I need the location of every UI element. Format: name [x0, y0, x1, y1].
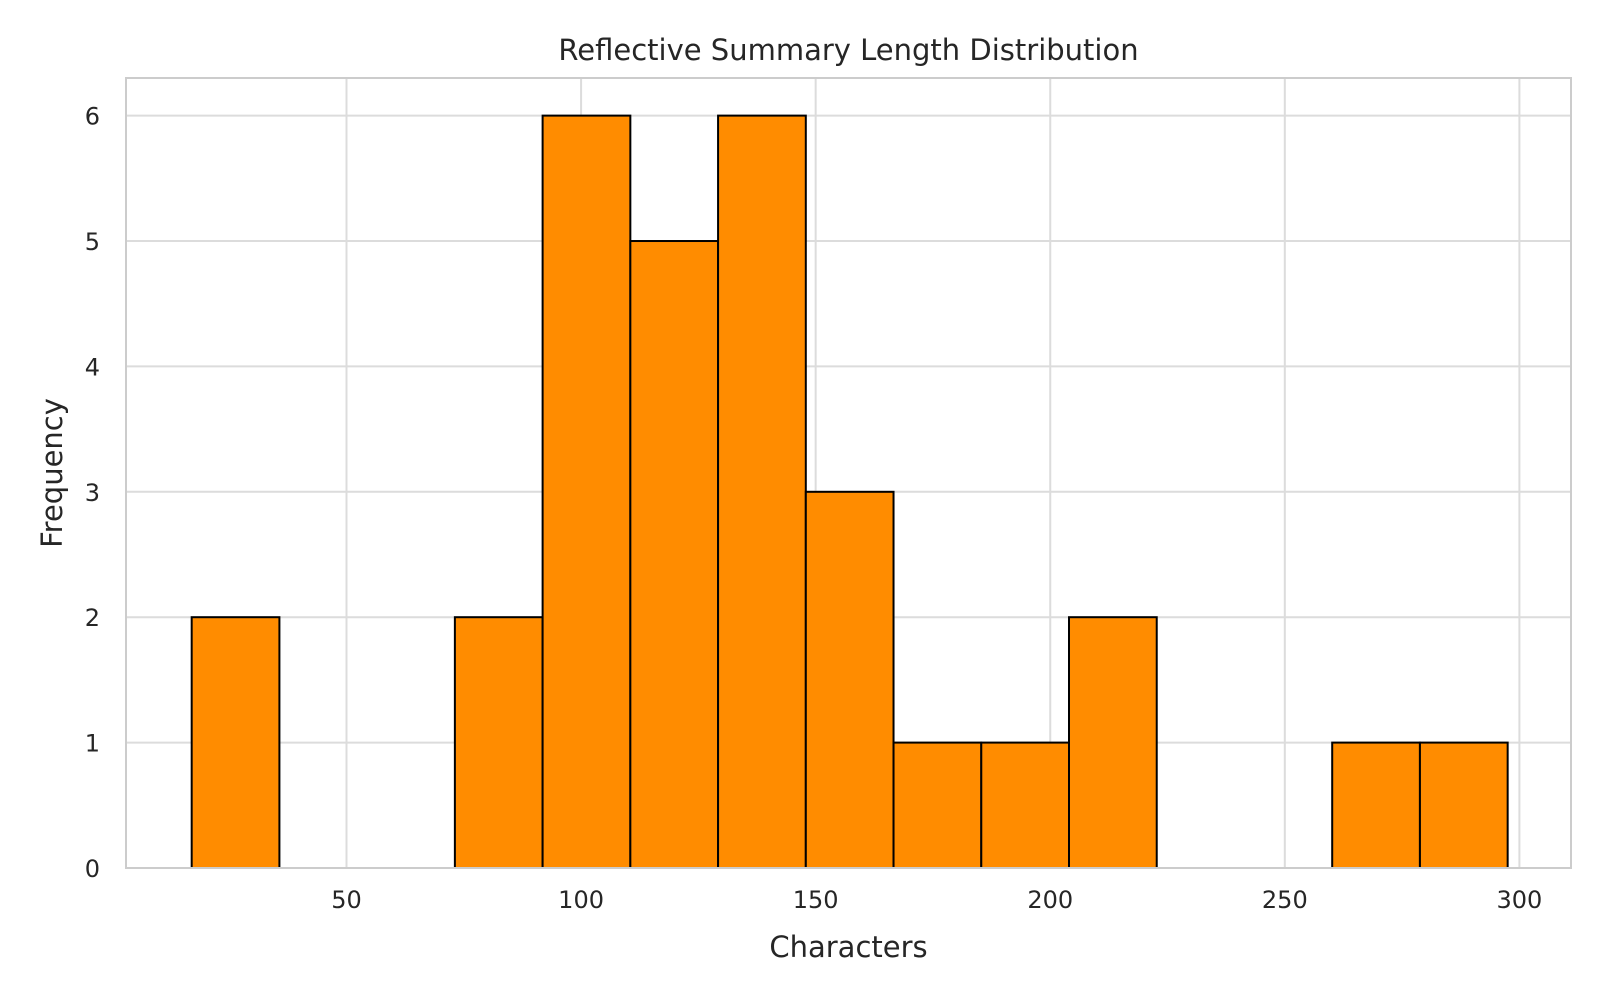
y-tick-label: 1: [85, 730, 100, 758]
y-tick-label: 6: [85, 103, 100, 131]
histogram-bar: [980, 741, 1071, 869]
histogram-bar: [1418, 741, 1509, 869]
histogram-bars: [190, 114, 1509, 870]
histogram-bar: [804, 490, 895, 869]
plot-frame: [125, 77, 1572, 869]
histogram-bar: [629, 240, 720, 869]
y-tick-label: 3: [85, 479, 100, 507]
x-tick-label: 50: [331, 886, 362, 914]
x-tick-label: 250: [1262, 886, 1308, 914]
histogram-bar: [541, 114, 632, 870]
y-tick-label: 4: [85, 353, 100, 381]
histogram-bar: [1068, 616, 1158, 870]
y-tick-label: 5: [85, 228, 100, 256]
histogram-bar: [453, 616, 544, 870]
y-tick-label: 0: [85, 855, 100, 883]
histogram-bar: [892, 741, 983, 869]
y-tick-label: 2: [85, 604, 100, 632]
x-tick-label: 150: [793, 886, 839, 914]
x-tick-label: 100: [558, 886, 604, 914]
histogram-bar: [190, 616, 281, 870]
x-tick-label: 200: [1027, 886, 1073, 914]
x-tick-label: 300: [1496, 886, 1542, 914]
histogram-bar: [717, 114, 807, 870]
histogram-bar: [1331, 741, 1421, 869]
y-axis-label: Frequency: [35, 398, 69, 548]
y-tick-labels: 0 1 2 3 4 5 6: [85, 103, 100, 883]
chart-title: Reflective Summary Length Distribution: [558, 33, 1138, 67]
x-axis-label: Characters: [769, 930, 927, 964]
x-tick-labels: 50 100 150 200 250 300: [331, 886, 1542, 914]
